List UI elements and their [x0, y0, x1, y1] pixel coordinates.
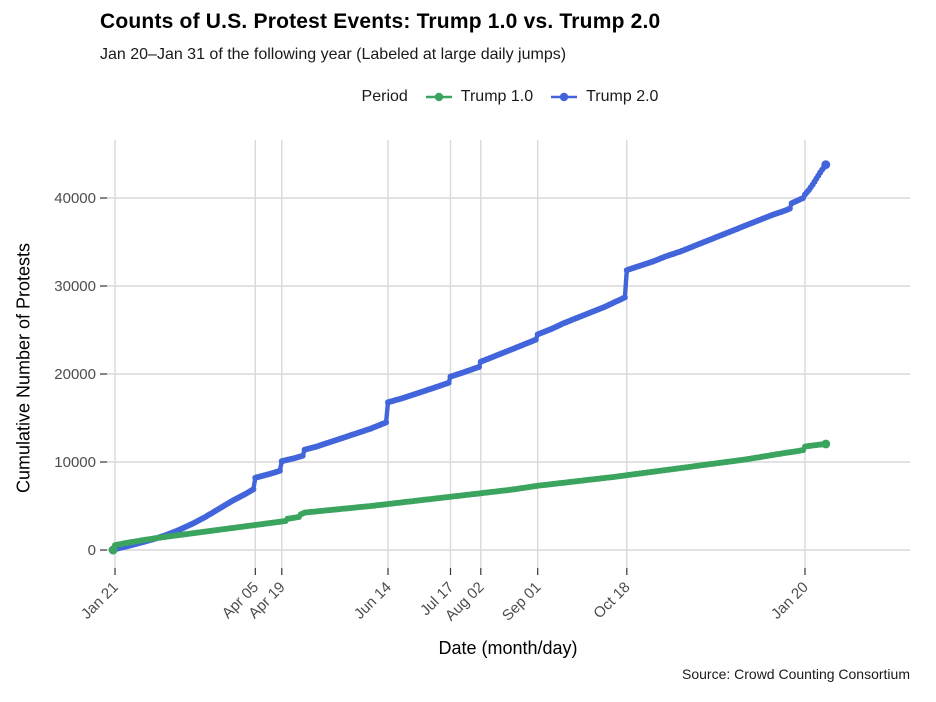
- x-tick-label: Oct 18: [590, 579, 633, 622]
- data-point: [476, 364, 482, 370]
- legend-label: Trump 2.0: [586, 88, 659, 105]
- y-tick-label: 10000: [54, 454, 96, 471]
- data-point: [532, 336, 539, 343]
- legend-item-trump-2: Trump 2.0: [549, 88, 658, 106]
- y-axis-title: Cumulative Number of Protests: [13, 242, 34, 494]
- data-point: [299, 452, 306, 459]
- x-tick-label: Jan 21: [78, 579, 122, 623]
- x-axis-title: Date (month/day): [438, 638, 578, 658]
- data-point: [276, 467, 283, 474]
- data-point: [250, 486, 257, 493]
- y-tick-label: 40000: [54, 190, 96, 207]
- legend-item-trump-1: Trump 1.0: [424, 88, 533, 106]
- line-point-key-icon: [551, 92, 578, 102]
- y-tick-label: 20000: [54, 366, 96, 383]
- chart-subtitle: Jan 20–Jan 31 of the following year (Lab…: [100, 46, 567, 63]
- x-tick-label: Sep 01: [499, 579, 545, 625]
- data-point: [383, 419, 390, 426]
- data-point: [621, 294, 628, 301]
- series-endpoint: [821, 160, 831, 170]
- y-tick-label: 0: [88, 542, 96, 559]
- series-endpoint: [821, 439, 831, 449]
- legend-label: Trump 1.0: [460, 88, 534, 105]
- x-tick-label: Jun 14: [351, 579, 395, 623]
- data-point: [445, 379, 452, 386]
- series-endpoint: [108, 545, 118, 555]
- chart-title: Counts of U.S. Protest Events: Trump 1.0…: [100, 10, 661, 33]
- line-point-key-icon: [425, 92, 452, 102]
- data-point: [786, 205, 793, 212]
- source-caption: Source: Crowd Counting Consortium: [682, 666, 910, 682]
- legend: Period Trump 1.0 Trump 2.0: [42, 88, 936, 106]
- x-tick-label: Jan 20: [768, 579, 812, 623]
- y-tick-label: 30000: [54, 278, 96, 295]
- legend-title: Period: [361, 88, 408, 105]
